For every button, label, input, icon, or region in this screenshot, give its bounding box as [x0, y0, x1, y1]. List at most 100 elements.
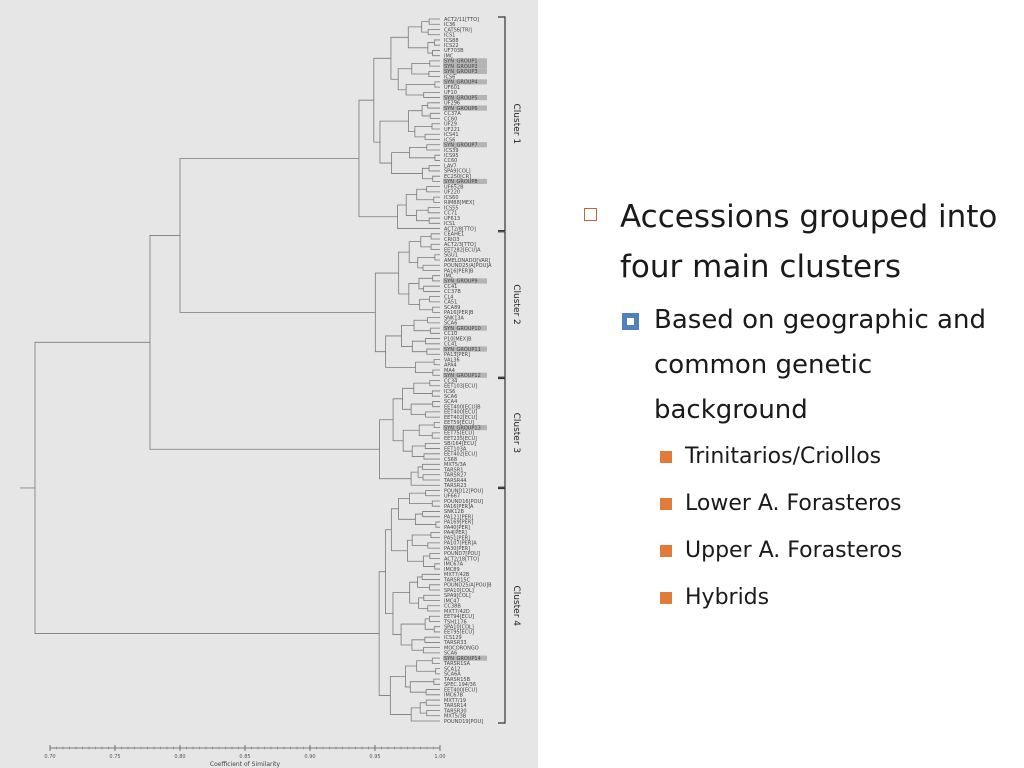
bullet-item: Upper A. Forasteros	[660, 527, 1014, 574]
leaf-label: UF221	[444, 127, 460, 133]
leaf-label: PA40[PER]	[444, 525, 470, 531]
cluster-bracket	[498, 377, 506, 488]
leaf-label: P10[MEX]B	[444, 336, 472, 342]
leaf-label: EET400[ECU]	[444, 410, 477, 416]
dendrogram-branch	[417, 256, 435, 269]
leaf-label: SYN_GROUP4	[444, 80, 478, 86]
leaf-label: EET95[ECU]	[444, 630, 474, 636]
leaf-label: IMC67B	[444, 693, 464, 699]
dendrogram-branch	[398, 251, 410, 295]
dendrogram-branch	[421, 105, 431, 117]
cluster-bracket	[498, 231, 506, 378]
leaf-label: UF613	[444, 216, 460, 222]
axis-tick-label: 0.70	[44, 754, 55, 760]
leaf-label: PA169[PER]	[444, 520, 473, 526]
dendrogram-branch	[429, 584, 440, 591]
leaf-label: EET402[ECU]	[444, 452, 477, 458]
leaf-label: TARSR23	[443, 483, 467, 489]
dendrogram-branch	[385, 529, 393, 615]
leaf-label: TARSR15B	[443, 677, 471, 683]
dendrogram-branch	[419, 298, 433, 311]
leaf-label: SPA9[COL]	[444, 169, 471, 175]
dendrogram-branch	[432, 275, 440, 282]
dendrogram-branch	[379, 419, 412, 480]
dendrogram-branch	[428, 165, 440, 172]
dendrogram-branch	[358, 99, 398, 218]
leaf-label: POUND16[POU]	[444, 499, 483, 505]
dendrogram-branch	[404, 665, 417, 688]
leaf-label: SGU1	[444, 253, 458, 259]
dendrogram-branch	[421, 167, 433, 180]
leaf-label: EET400[ECU]B	[444, 404, 481, 410]
dendrogram-branch	[418, 597, 428, 609]
dendrogram-branch	[410, 707, 440, 722]
dendrogram-branch	[425, 490, 440, 497]
leaf-label: SPA9[COL]	[444, 593, 471, 599]
dendrogram-branch	[392, 592, 410, 635]
leaf-label: PA16[PER]B	[444, 268, 474, 274]
dendrogram-branch	[430, 532, 440, 539]
dendrogram-branch	[414, 125, 433, 138]
dendrogram-branch	[374, 272, 399, 353]
leaf-label: SCA6	[444, 321, 457, 327]
dendrogram-branch	[411, 63, 430, 75]
leaf-label: UF29	[444, 122, 457, 128]
leaf-label: POUND12[POU]	[444, 488, 483, 494]
axis-tick-label: 0.80	[174, 754, 185, 760]
dendrogram-branch	[423, 91, 440, 98]
dendrogram-branch	[402, 429, 420, 452]
dendrogram-branch	[431, 432, 440, 439]
dendrogram-branch	[373, 57, 391, 143]
dendrogram-branch	[405, 194, 417, 216]
dendrogram-branch	[397, 68, 412, 91]
dendrogram-branch	[408, 283, 420, 305]
dendrogram-branch	[430, 233, 440, 240]
leaf-label: CEAHE1	[444, 232, 464, 238]
leaf-label: CC60	[444, 116, 457, 122]
dendrogram-branch	[422, 264, 440, 271]
group-highlight	[443, 372, 487, 378]
leaf-label: VAL36	[444, 357, 460, 363]
leaf-label: ICS39	[444, 148, 459, 154]
group-highlight	[443, 178, 487, 185]
dendrogram-branch	[434, 81, 440, 88]
dendrogram-branch	[398, 497, 416, 520]
leaf-label: SYN_GROUP8	[444, 179, 478, 185]
dendrogram-branch	[425, 689, 440, 696]
dendrogram-branch	[429, 327, 440, 334]
leaf-label: MA4	[444, 368, 455, 374]
dendrogram-branch	[424, 442, 440, 449]
dendrogram-branch	[435, 668, 440, 675]
leaf-label: PA16[PER]B	[444, 310, 474, 316]
axis-tick-label: 0.90	[304, 754, 315, 760]
leaf-label: PA4[PER]	[444, 530, 467, 536]
bullet-item: Lower A. Forasteros	[660, 480, 1014, 527]
dendrogram-branch	[426, 710, 440, 717]
dendrogram-branch	[378, 571, 391, 696]
dendrogram-branch	[407, 539, 424, 562]
dendrogram-branch	[433, 678, 440, 685]
group-highlight	[443, 68, 487, 74]
leaf-label: TARSR14	[443, 703, 467, 709]
dendrogram-branch	[426, 186, 440, 193]
dendrogram-branch	[420, 236, 432, 248]
leaf-label: IMC67A	[444, 562, 464, 568]
dendrogram-branch	[410, 471, 440, 486]
dendrogram-branch	[390, 36, 409, 80]
orange-square-bullet-icon	[660, 592, 672, 604]
leaf-label: POUND19[POU]	[444, 719, 483, 725]
leaf-label: EC250[CR]	[444, 174, 471, 180]
leaf-label: TARSR1	[443, 467, 463, 473]
dendrogram-branch	[390, 508, 408, 552]
leaf-label: ACT2/3[TTO]	[444, 242, 476, 248]
leaf-label: POUND25/A[POU]B	[444, 583, 492, 589]
bullet-item-text: Hybrids	[685, 585, 770, 610]
dendrogram-branch	[34, 341, 380, 634]
dendrogram-branch	[397, 204, 440, 229]
dendrogram-branch	[432, 369, 440, 376]
dendrogram-branch	[434, 563, 440, 570]
leaf-label: SCA12	[444, 666, 460, 672]
group-highlight	[443, 58, 487, 64]
group-highlight	[443, 105, 487, 111]
group-highlight	[443, 79, 487, 85]
